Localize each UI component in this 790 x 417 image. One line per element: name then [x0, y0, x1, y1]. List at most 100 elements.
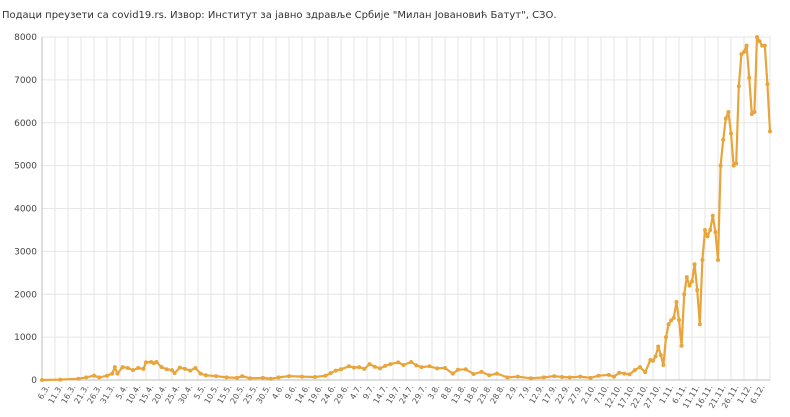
data-point [339, 367, 343, 372]
data-point [541, 375, 546, 380]
data-point [578, 374, 583, 379]
data-point [734, 161, 739, 166]
data-point [346, 364, 351, 369]
data-point [588, 375, 593, 380]
data-point [357, 365, 362, 370]
data-point [643, 370, 648, 375]
data-point [528, 376, 533, 381]
data-point [105, 373, 109, 378]
data-point [744, 43, 749, 48]
data-point [479, 369, 484, 374]
data-point [687, 283, 692, 288]
data-point [198, 371, 203, 376]
data-point [214, 374, 219, 379]
data-point [463, 367, 468, 372]
data-point [110, 371, 115, 376]
y-tick-label: 4000 [14, 205, 37, 215]
data-point [136, 365, 141, 370]
data-point [661, 362, 666, 367]
data-point [747, 75, 752, 80]
y-tick-label: 3000 [14, 247, 37, 257]
data-point [456, 367, 460, 372]
data-point [757, 39, 762, 44]
data-point [333, 368, 338, 373]
data-point [742, 50, 746, 55]
data-point [560, 374, 564, 379]
data-point [505, 375, 510, 380]
data-point [261, 375, 265, 380]
y-tick-label: 8000 [14, 33, 37, 43]
data-point [268, 376, 273, 381]
data-point [705, 234, 710, 239]
data-point [677, 317, 681, 322]
data-point [362, 366, 367, 371]
data-point [666, 322, 671, 327]
data-point [697, 322, 702, 327]
data-point [515, 374, 520, 379]
source-caption: Подаци преузети са covid19.rs. Извор: Ин… [2, 10, 557, 21]
data-point [276, 375, 281, 380]
data-point [718, 163, 723, 168]
data-point [115, 371, 120, 376]
x-tick-labels: 6.3.11.3.16.3.21.3.26.3.31.3.5.4.10.4.15… [36, 383, 766, 410]
data-point [84, 375, 89, 380]
data-point [726, 110, 731, 115]
data-point [323, 373, 328, 378]
data-point [164, 367, 169, 372]
data-point [684, 275, 689, 280]
data-point [367, 362, 372, 367]
series-confirmed-cases [40, 35, 772, 382]
data-point [40, 377, 44, 382]
data-point [736, 84, 741, 89]
data-point [567, 375, 572, 380]
data-point [170, 368, 174, 373]
data-point [679, 343, 684, 348]
data-point [177, 365, 182, 370]
data-point [653, 354, 658, 359]
data-point [396, 360, 401, 365]
data-point [721, 137, 726, 142]
y-tick-label: 2000 [14, 290, 37, 300]
data-point [716, 257, 720, 262]
data-point [352, 365, 356, 370]
data-point [235, 375, 239, 380]
y-tick-labels: 0 1000 2000 3000 4000 5000 6000 7000 8000 [14, 33, 37, 386]
data-point [765, 82, 770, 87]
y-tick-label: 6000 [14, 119, 37, 129]
data-point [752, 110, 757, 115]
data-point [612, 374, 616, 379]
data-point [300, 374, 304, 379]
data-point [409, 359, 414, 364]
data-point [435, 366, 440, 371]
data-point [627, 372, 632, 377]
data-point [125, 365, 130, 370]
data-point [762, 43, 767, 48]
data-point [97, 375, 102, 380]
data-point [313, 374, 317, 379]
data-point [401, 362, 406, 367]
data-point [700, 257, 705, 262]
data-point [729, 131, 733, 136]
data-point [378, 366, 382, 371]
data-point [154, 359, 159, 364]
data-point [671, 315, 676, 320]
data-point [656, 344, 661, 349]
x-tick-label: 3.8. [426, 383, 441, 401]
data-point [695, 287, 700, 292]
data-point [596, 373, 601, 378]
data-point [120, 365, 125, 370]
data-point [224, 375, 229, 380]
data-point [682, 292, 687, 297]
data-point [487, 373, 492, 378]
data-point [144, 360, 148, 365]
data-point [287, 374, 291, 379]
data-point [240, 374, 245, 379]
data-point [708, 227, 713, 232]
data-point [383, 363, 388, 368]
data-point [427, 364, 432, 369]
data-point [58, 377, 63, 382]
data-point [617, 370, 622, 375]
axes [41, 37, 770, 381]
x-tick-label: 4.6. [270, 383, 285, 401]
